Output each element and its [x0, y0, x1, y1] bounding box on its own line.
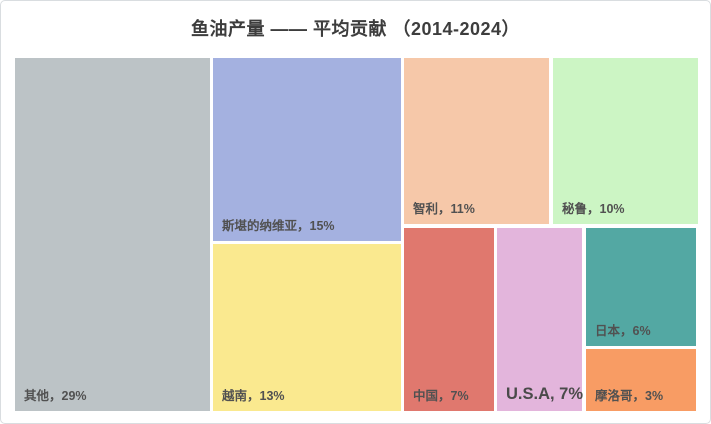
treemap-tile-chile: 智利，11%	[404, 58, 549, 224]
treemap-tile-japan: 日本，6%	[586, 228, 696, 346]
treemap-tile-china: 中国，7%	[404, 228, 494, 411]
treemap-tile-vietnam: 越南，13%	[213, 244, 401, 411]
treemap-tile-scandinavia: 斯堪的纳维亚，15%	[213, 58, 401, 241]
tile-label-vietnam: 越南，13%	[222, 389, 285, 403]
treemap-tile-other: 其他，29%	[15, 58, 210, 411]
tile-label-chile: 智利，11%	[413, 202, 475, 216]
tile-label-usa: U.S.A, 7%	[506, 385, 584, 403]
treemap-tile-peru: 秘鲁，10%	[553, 58, 698, 224]
tile-label-china: 中国，7%	[413, 389, 469, 403]
tile-label-peru: 秘鲁，10%	[562, 202, 625, 216]
chart-title: 鱼油产量 —— 平均贡献 （2014-2024）	[190, 19, 521, 39]
tile-label-other: 其他，29%	[24, 389, 87, 403]
treemap-tile-morocco: 摩洛哥，3%	[586, 349, 696, 411]
treemap-tile-usa: U.S.A, 7%	[497, 228, 584, 411]
tile-label-scandinavia: 斯堪的纳维亚，15%	[222, 219, 335, 233]
tile-label-morocco: 摩洛哥，3%	[595, 389, 664, 403]
tile-label-japan: 日本，6%	[595, 324, 651, 338]
